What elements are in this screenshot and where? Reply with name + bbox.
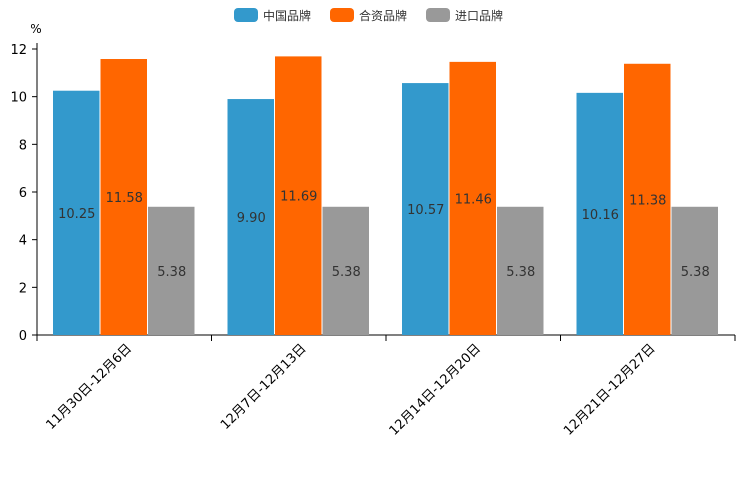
y-tick-label: 2	[19, 281, 27, 296]
x-category-label: 11月30日-12月6日	[43, 341, 135, 433]
y-tick-label: 6	[19, 186, 27, 201]
data-label-series2-cat4: 11.38	[629, 193, 666, 208]
bar-series3-cat4[interactable]	[671, 206, 719, 335]
data-label-series2-cat2: 11.69	[280, 190, 317, 205]
bar-series3-cat2[interactable]	[322, 206, 370, 335]
bar-series3-cat1[interactable]	[148, 206, 195, 335]
bar-series2-cat1[interactable]	[100, 59, 148, 335]
y-tick-label: 8	[19, 138, 27, 153]
bar-series1-cat2[interactable]	[227, 99, 275, 335]
y-axis-unit-label: %	[30, 22, 41, 36]
x-category-label: 12月14日-12月20日	[387, 341, 484, 438]
data-label-series1-cat3: 10.57	[407, 203, 444, 218]
y-tick-label: 12	[10, 43, 27, 58]
x-axis: 11月30日-12月6日 12月7日-12月13日 12月14日-12月20日 12月…	[36, 334, 736, 439]
data-label-series1-cat1: 10.25	[58, 207, 95, 222]
data-label-series3-cat1: 5.38	[157, 265, 186, 280]
legend: 中国品牌 合资品牌 进口品牌	[234, 8, 503, 23]
data-label-series2-cat3: 11.46	[455, 192, 492, 207]
y-tick-label: 0	[19, 329, 27, 344]
legend-label-3[interactable]: 进口品牌	[455, 9, 503, 23]
bar-series1-cat3[interactable]	[402, 83, 449, 335]
data-labels: 10.25 9.90 10.57 10.16 11.58 11.69 11.46 11.38 5…	[58, 190, 710, 280]
legend-label-2[interactable]: 合资品牌	[359, 8, 407, 23]
y-tick-label: 10	[10, 91, 27, 106]
bar-series2-cat2[interactable]	[275, 56, 322, 335]
y-tick-label: 4	[19, 234, 27, 249]
legend-swatch-1[interactable]	[234, 8, 258, 22]
bars	[53, 56, 719, 336]
bar-series3-cat3[interactable]	[497, 206, 544, 335]
data-label-series3-cat4: 5.38	[681, 265, 710, 280]
bar-series1-cat1[interactable]	[53, 90, 100, 335]
bar-series1-cat4[interactable]	[576, 92, 624, 335]
data-label-series1-cat2: 9.90	[237, 211, 266, 226]
legend-swatch-2[interactable]	[330, 8, 354, 22]
data-label-series3-cat3: 5.38	[506, 265, 535, 280]
x-category-label: 12月21日-12月27日	[561, 341, 658, 438]
bar-series2-cat4[interactable]	[624, 63, 671, 335]
legend-label-1[interactable]: 中国品牌	[263, 8, 311, 23]
x-category-label: 12月7日-12月13日	[218, 341, 310, 433]
bar-series2-cat3[interactable]	[449, 61, 497, 336]
data-label-series3-cat2: 5.38	[332, 265, 361, 280]
legend-swatch-3[interactable]	[426, 8, 450, 22]
y-axis: 0 2 4 6 8 10 12	[10, 43, 38, 344]
data-label-series1-cat4: 10.16	[582, 208, 619, 223]
data-label-series2-cat1: 11.58	[106, 191, 143, 206]
